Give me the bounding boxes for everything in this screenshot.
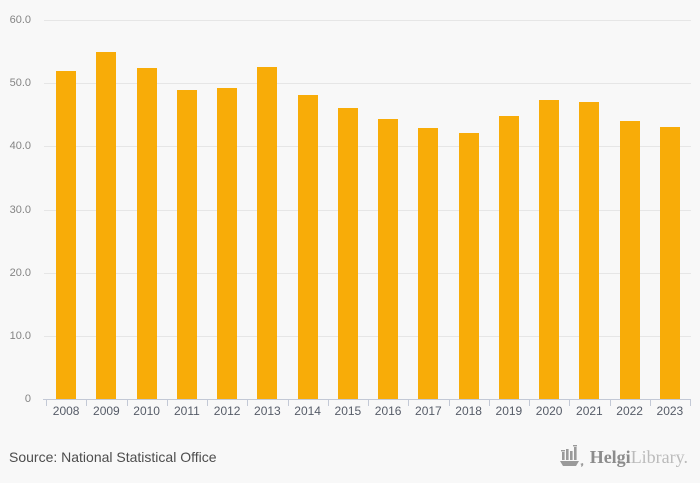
x-axis-tick (609, 399, 611, 406)
gridline-50 (44, 83, 691, 85)
x-axis-label-2011: 2011 (173, 404, 200, 418)
y-axis-tick-label-0: 0 (24, 393, 31, 405)
bar-2011[interactable] (176, 90, 197, 399)
x-axis-tick (408, 399, 410, 406)
x-axis-label-2015: 2015 (334, 404, 362, 418)
x-axis-label-2014: 2014 (294, 404, 321, 418)
x-axis-tick (529, 399, 530, 406)
x-axis-label-2023: 2023 (656, 404, 684, 418)
bar-2016[interactable] (378, 119, 399, 399)
bar-2021[interactable] (579, 102, 600, 399)
x-axis-tick (368, 399, 369, 406)
brand-logo[interactable]: HelgiLibrary. (559, 444, 688, 470)
x-axis-tick (207, 399, 208, 406)
y-axis-tick-label-20: 20.0 (9, 266, 31, 279)
gridline-30 (44, 209, 691, 211)
bar-2014[interactable] (297, 95, 318, 399)
bar-2020[interactable] (539, 100, 560, 399)
x-axis-label-2013: 2013 (254, 404, 281, 418)
y-axis-tick-label-10: 10.0 (9, 329, 31, 342)
bar-2015[interactable] (337, 108, 358, 399)
bar-2009[interactable] (96, 51, 117, 399)
x-axis-label-2017: 2017 (415, 404, 442, 418)
bar-2010[interactable] (136, 68, 157, 399)
x-axis-label-2008: 2008 (52, 404, 80, 418)
x-axis-label-2012: 2012 (213, 404, 241, 418)
x-axis-tick (649, 399, 651, 406)
x-axis-label-2016: 2016 (374, 404, 402, 418)
helgi-library-icon (559, 445, 583, 467)
x-axis-label-2010: 2010 (133, 404, 160, 418)
x-axis-label-2019: 2019 (495, 404, 523, 418)
brand-name: HelgiLibrary. (590, 444, 688, 470)
bar-2022[interactable] (619, 121, 640, 399)
x-axis-label-2018: 2018 (455, 404, 482, 418)
x-axis-tick (287, 399, 289, 406)
gridline-60 (44, 20, 691, 21)
x-axis-tick (166, 399, 168, 406)
y-axis-tick-label-50: 50.0 (9, 77, 31, 90)
bar-2008[interactable] (56, 70, 77, 399)
x-axis-tick (46, 399, 47, 406)
y-axis-tick-label-40: 40.0 (9, 140, 31, 153)
x-axis-line (43, 399, 691, 400)
x-axis-tick (126, 399, 128, 406)
bar-2013[interactable] (257, 66, 278, 399)
x-axis-tick (569, 399, 571, 406)
source-text: Source: National Statistical Office (9, 449, 217, 465)
x-axis-label-2021: 2021 (576, 404, 603, 418)
x-axis-tick (488, 399, 490, 406)
x-axis-tick (690, 399, 691, 406)
brand-name-helgi: Helgi (589, 447, 631, 467)
plot-area: 0 10.0 20.0 30.0 40.0 50.0 60.0 2008 2009 2010 201… (9, 14, 691, 418)
gridline-40 (44, 146, 691, 148)
x-axis-tick (448, 399, 450, 406)
x-axis-tick (86, 399, 88, 406)
gridline-10 (44, 335, 691, 337)
x-axis-label-2009: 2009 (93, 404, 120, 418)
y-axis-tick-label-60: 60.0 (9, 14, 31, 26)
bar-2019[interactable] (498, 116, 519, 399)
bar-2023[interactable] (659, 127, 680, 399)
x-axis-label-2022: 2022 (616, 404, 643, 418)
bar-2018[interactable] (458, 133, 479, 399)
x-axis-tick (327, 399, 329, 406)
bar-2017[interactable] (418, 128, 439, 399)
brand-name-library: Library. (630, 447, 688, 467)
bar-2012[interactable] (217, 88, 238, 399)
x-axis-tick (247, 399, 249, 406)
gridline-20 (44, 272, 691, 274)
y-axis-tick-label-30: 30.0 (9, 203, 31, 216)
x-axis-label-2020: 2020 (535, 404, 563, 418)
